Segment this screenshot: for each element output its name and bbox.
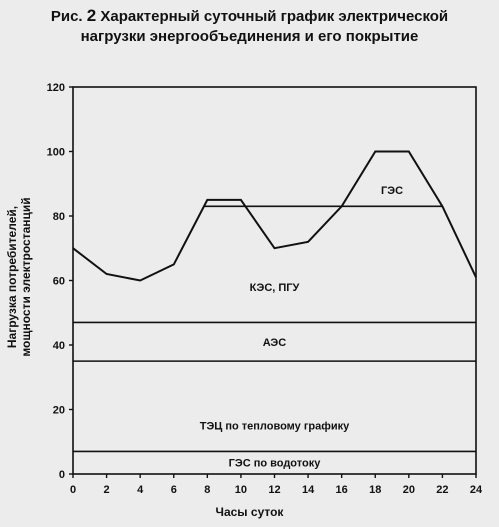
plot-frame: [72, 86, 477, 475]
y-tick-label: 40: [53, 340, 65, 352]
y-axis-label-line1: Нагрузка потребителей,: [5, 205, 19, 349]
figure-title: Рис. 2 Характерный суточный график элект…: [0, 6, 499, 47]
y-tick-label: 120: [47, 82, 65, 94]
y-tick-label: 100: [47, 147, 65, 159]
layer-label: АЭС: [263, 337, 286, 349]
x-tick-label: 18: [369, 484, 381, 496]
x-tick-label: 12: [268, 484, 280, 496]
figure-title-line2: нагрузки энергообъединения и его покрыти…: [80, 28, 419, 45]
figure-number: 2: [86, 6, 97, 25]
y-axis-label: Нагрузка потребителей, мощности электрос…: [5, 197, 33, 356]
x-tick-label: 2: [104, 484, 110, 496]
x-axis-label: Часы суток: [215, 505, 284, 519]
y-tick-label: 60: [53, 276, 65, 288]
layer-label: ГЭС: [381, 185, 403, 197]
x-tick-label: 0: [70, 484, 76, 496]
load-curve-line: [72, 150, 477, 282]
x-tick-label: 14: [302, 484, 315, 496]
y-tick-label: 80: [53, 211, 65, 223]
x-tick-label: 24: [470, 484, 483, 496]
y-tick-label: 0: [59, 469, 65, 481]
x-tick-label: 4: [137, 484, 144, 496]
figure-number-prefix: Рис.: [50, 8, 83, 25]
y-tick-label: 20: [53, 405, 65, 417]
x-tick-label: 6: [171, 484, 177, 496]
x-tick-label: 20: [403, 484, 415, 496]
x-tick-label: 10: [235, 484, 247, 496]
layer-label: ТЭЦ по тепловому графику: [200, 421, 350, 433]
layer-label: КЭС, ПГУ: [250, 282, 300, 294]
layer-label: ГЭС по водотоку: [229, 458, 322, 470]
x-tick-label: 16: [336, 484, 348, 496]
x-tick-label: 22: [436, 484, 448, 496]
y-axis-label-line2: мощности электростанций: [19, 197, 33, 357]
figure-title-line1: Характерный суточный график электрическо…: [100, 8, 449, 25]
x-tick-label: 8: [204, 484, 210, 496]
